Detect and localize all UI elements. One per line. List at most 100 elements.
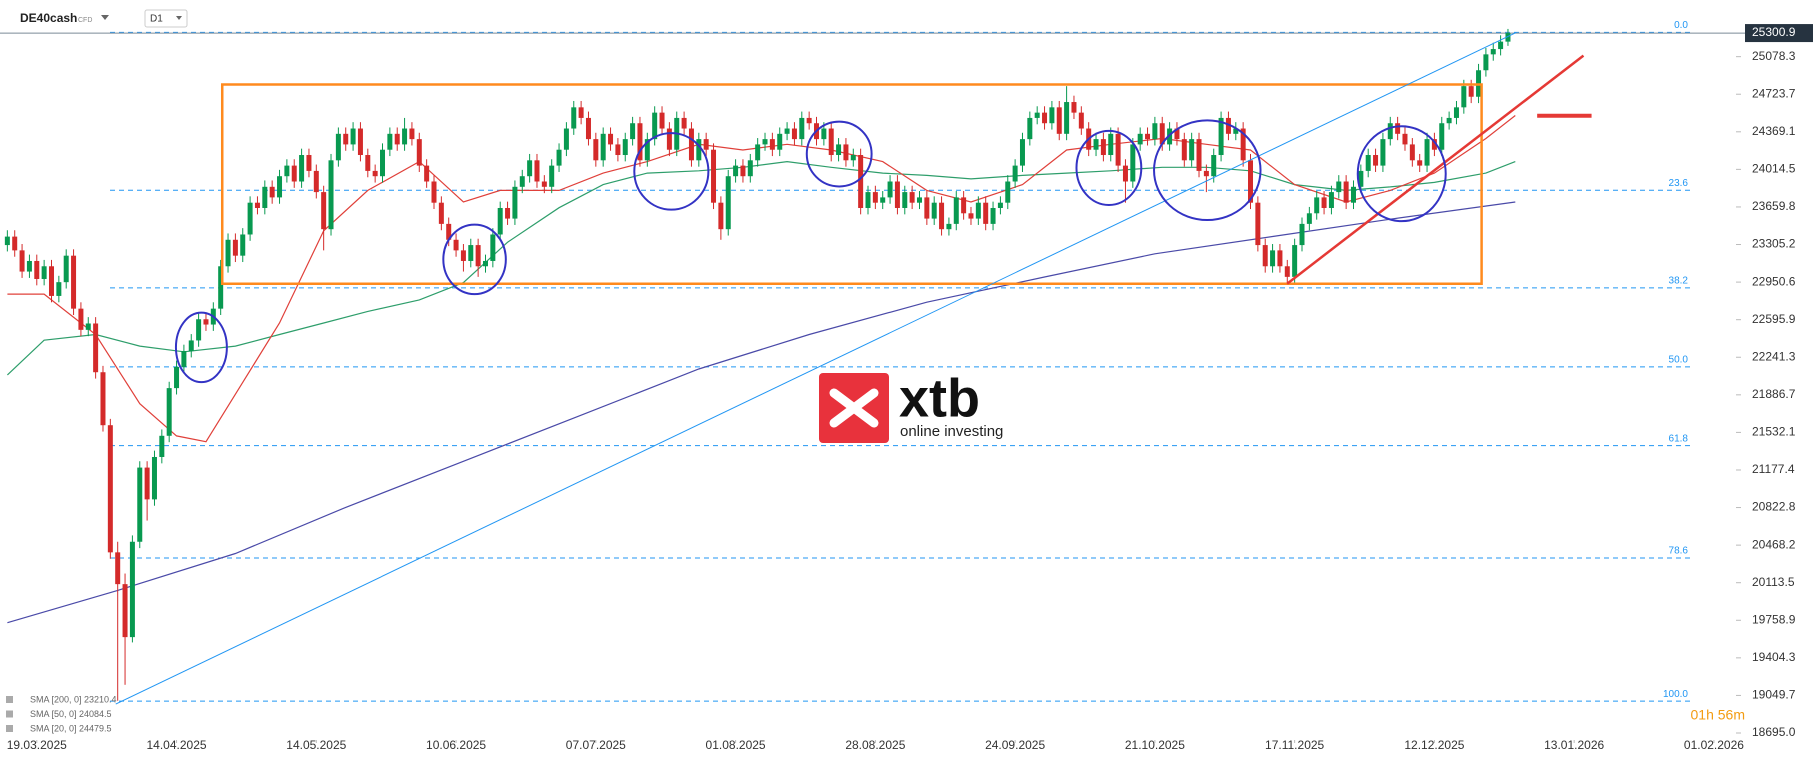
instrument-type: CFD — [78, 17, 92, 24]
candle-body — [416, 139, 422, 166]
plot: 25078.3 24723.7 24369.1 24014.5 23659.8 23305… — [0, 20, 1813, 752]
candle-body — [4, 236, 10, 246]
candle-body — [107, 425, 113, 553]
candle-body — [1100, 139, 1106, 156]
candle-body — [78, 308, 84, 330]
candle-body — [1314, 197, 1320, 214]
candle-body — [115, 552, 121, 585]
indicator-line — [6, 160, 1516, 376]
y-tick-label: 20468.2 — [1752, 537, 1796, 551]
y-tick-label: 21886.7 — [1752, 387, 1796, 401]
candle-body — [1122, 165, 1128, 182]
candle-body — [1409, 144, 1415, 161]
candle-body — [328, 160, 334, 230]
candle-body — [1005, 181, 1011, 203]
candle-body — [100, 372, 106, 426]
candle-body — [718, 202, 724, 230]
candle-body — [983, 202, 989, 224]
candle-body — [608, 133, 614, 145]
timeframe-box[interactable] — [144, 9, 188, 28]
candle-body — [740, 165, 746, 177]
candle-body — [578, 107, 584, 118]
highlight-circle — [176, 313, 227, 382]
candle-body — [791, 128, 797, 140]
fib-label: 0.0 — [1674, 20, 1688, 31]
highlight-circle — [1358, 126, 1446, 221]
candle-body — [1130, 144, 1136, 182]
candle-body — [644, 139, 650, 161]
candle-body — [953, 197, 959, 224]
candle-body — [1277, 250, 1283, 267]
candle-body — [637, 123, 643, 161]
fib-label: 50.0 — [1669, 354, 1689, 365]
candle-body — [1373, 155, 1379, 166]
candle-body — [1137, 133, 1143, 145]
candle-body — [549, 165, 555, 187]
candle-body — [652, 112, 658, 140]
y-tick-label: 23659.8 — [1752, 199, 1796, 213]
y-tick-label: 25078.3 — [1752, 49, 1796, 63]
candle-body — [1255, 202, 1261, 246]
candle-body — [240, 234, 246, 256]
candle-body — [41, 266, 47, 279]
candle-body — [725, 176, 731, 230]
candle-body — [34, 260, 40, 279]
candle-body — [1034, 112, 1040, 118]
fib-label: 78.6 — [1669, 546, 1689, 557]
y-tick-label: 24014.5 — [1752, 162, 1796, 176]
candle-body — [431, 181, 437, 203]
candle-body — [711, 149, 717, 203]
legend-icon — [6, 710, 13, 718]
candle-body — [755, 144, 761, 161]
dropdown-icon[interactable] — [176, 16, 182, 20]
y-tick-label: 19758.9 — [1752, 612, 1796, 626]
candle-body — [931, 202, 937, 219]
candle-body — [218, 266, 224, 309]
candle-body — [188, 340, 194, 352]
candle-body — [129, 541, 135, 638]
candle-body — [1380, 139, 1386, 166]
candle-body — [1402, 133, 1408, 145]
candle-body — [144, 467, 150, 500]
x-tick-label: 01.08.2025 — [706, 738, 766, 752]
candle-body — [1196, 139, 1202, 171]
candle-body — [122, 584, 128, 638]
candle-body — [600, 133, 606, 161]
candle-body — [836, 144, 842, 156]
fib-label: 38.2 — [1669, 276, 1689, 287]
candle-body — [1019, 139, 1025, 166]
candle-body — [1306, 213, 1312, 224]
x-tick-label: 28.08.2025 — [845, 738, 905, 752]
dropdown-icon[interactable] — [101, 15, 109, 20]
candle-body — [843, 144, 849, 161]
candle-body — [475, 245, 481, 267]
candle-body — [563, 128, 569, 150]
candle-body — [63, 255, 69, 283]
candle-body — [1461, 86, 1467, 108]
candle-body — [1115, 133, 1121, 166]
candle-body — [865, 192, 871, 208]
candle-body — [1490, 49, 1496, 55]
candle-body — [1159, 123, 1165, 145]
candle-body — [1203, 170, 1209, 177]
candle-body — [1284, 266, 1290, 277]
candle-body — [306, 155, 312, 171]
y-tick-label: 23305.2 — [1752, 237, 1796, 251]
candle-body — [990, 207, 996, 224]
candle-body — [497, 207, 503, 235]
candle-body — [681, 117, 687, 129]
candle-body — [659, 112, 665, 129]
candle-body — [1299, 223, 1305, 246]
candle-body — [858, 155, 864, 208]
fib-label: 23.6 — [1669, 178, 1689, 189]
candle-body — [343, 133, 349, 145]
x-tick-label: 14.05.2025 — [286, 738, 346, 752]
candle-body — [1262, 245, 1268, 267]
x-tick-label: 24.09.2025 — [985, 738, 1045, 752]
candle-body — [1439, 123, 1445, 150]
candle-body — [166, 388, 172, 436]
candle-body — [93, 323, 99, 373]
candle-body — [1027, 117, 1033, 140]
x-tick-label: 14.04.2025 — [147, 738, 207, 752]
